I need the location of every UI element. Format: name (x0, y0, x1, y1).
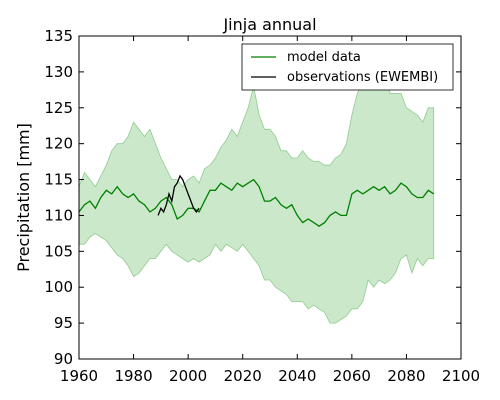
chart-title: Jinja annual (222, 15, 316, 34)
y-tick-label: 105 (44, 242, 73, 260)
x-axis: 1960 1980 2000 2020 2040 2060 2080 2100 (60, 36, 480, 385)
y-tick-label: 125 (44, 99, 73, 117)
y-tick-label: 135 (44, 27, 73, 45)
legend: model data observations (EWEMBI) (241, 43, 454, 91)
y-tick-label: 115 (44, 171, 73, 189)
x-tick-label: 2080 (387, 367, 425, 385)
y-tick-label: 100 (44, 278, 73, 296)
y-tick-label: 120 (44, 135, 73, 153)
x-tick-label: 2020 (224, 367, 262, 385)
y-tick-label: 110 (44, 206, 73, 224)
x-tick-label: 2040 (278, 367, 316, 385)
legend-label-model: model data (287, 50, 361, 65)
x-tick-label: 2060 (333, 367, 371, 385)
model-range-band (78, 64, 435, 324)
y-axis: 90 95 100 105 110 115 120 125 130 135 (44, 27, 461, 368)
plot-frame (78, 35, 462, 360)
x-tick-label: 1980 (114, 367, 152, 385)
model-data-line (78, 178, 435, 227)
legend-box (241, 43, 454, 91)
observations-line (157, 174, 200, 216)
x-tick-label: 2100 (442, 367, 480, 385)
plot-area (78, 64, 435, 324)
x-tick-label: 1960 (60, 367, 98, 385)
legend-label-observations: observations (EWEMBI) (287, 70, 438, 85)
y-tick-label: 130 (44, 63, 73, 81)
y-tick-label: 90 (54, 350, 73, 368)
y-axis-label: Precipitation [mm] (14, 123, 33, 272)
y-tick-label: 95 (54, 314, 73, 332)
x-tick-label: 2000 (169, 367, 207, 385)
